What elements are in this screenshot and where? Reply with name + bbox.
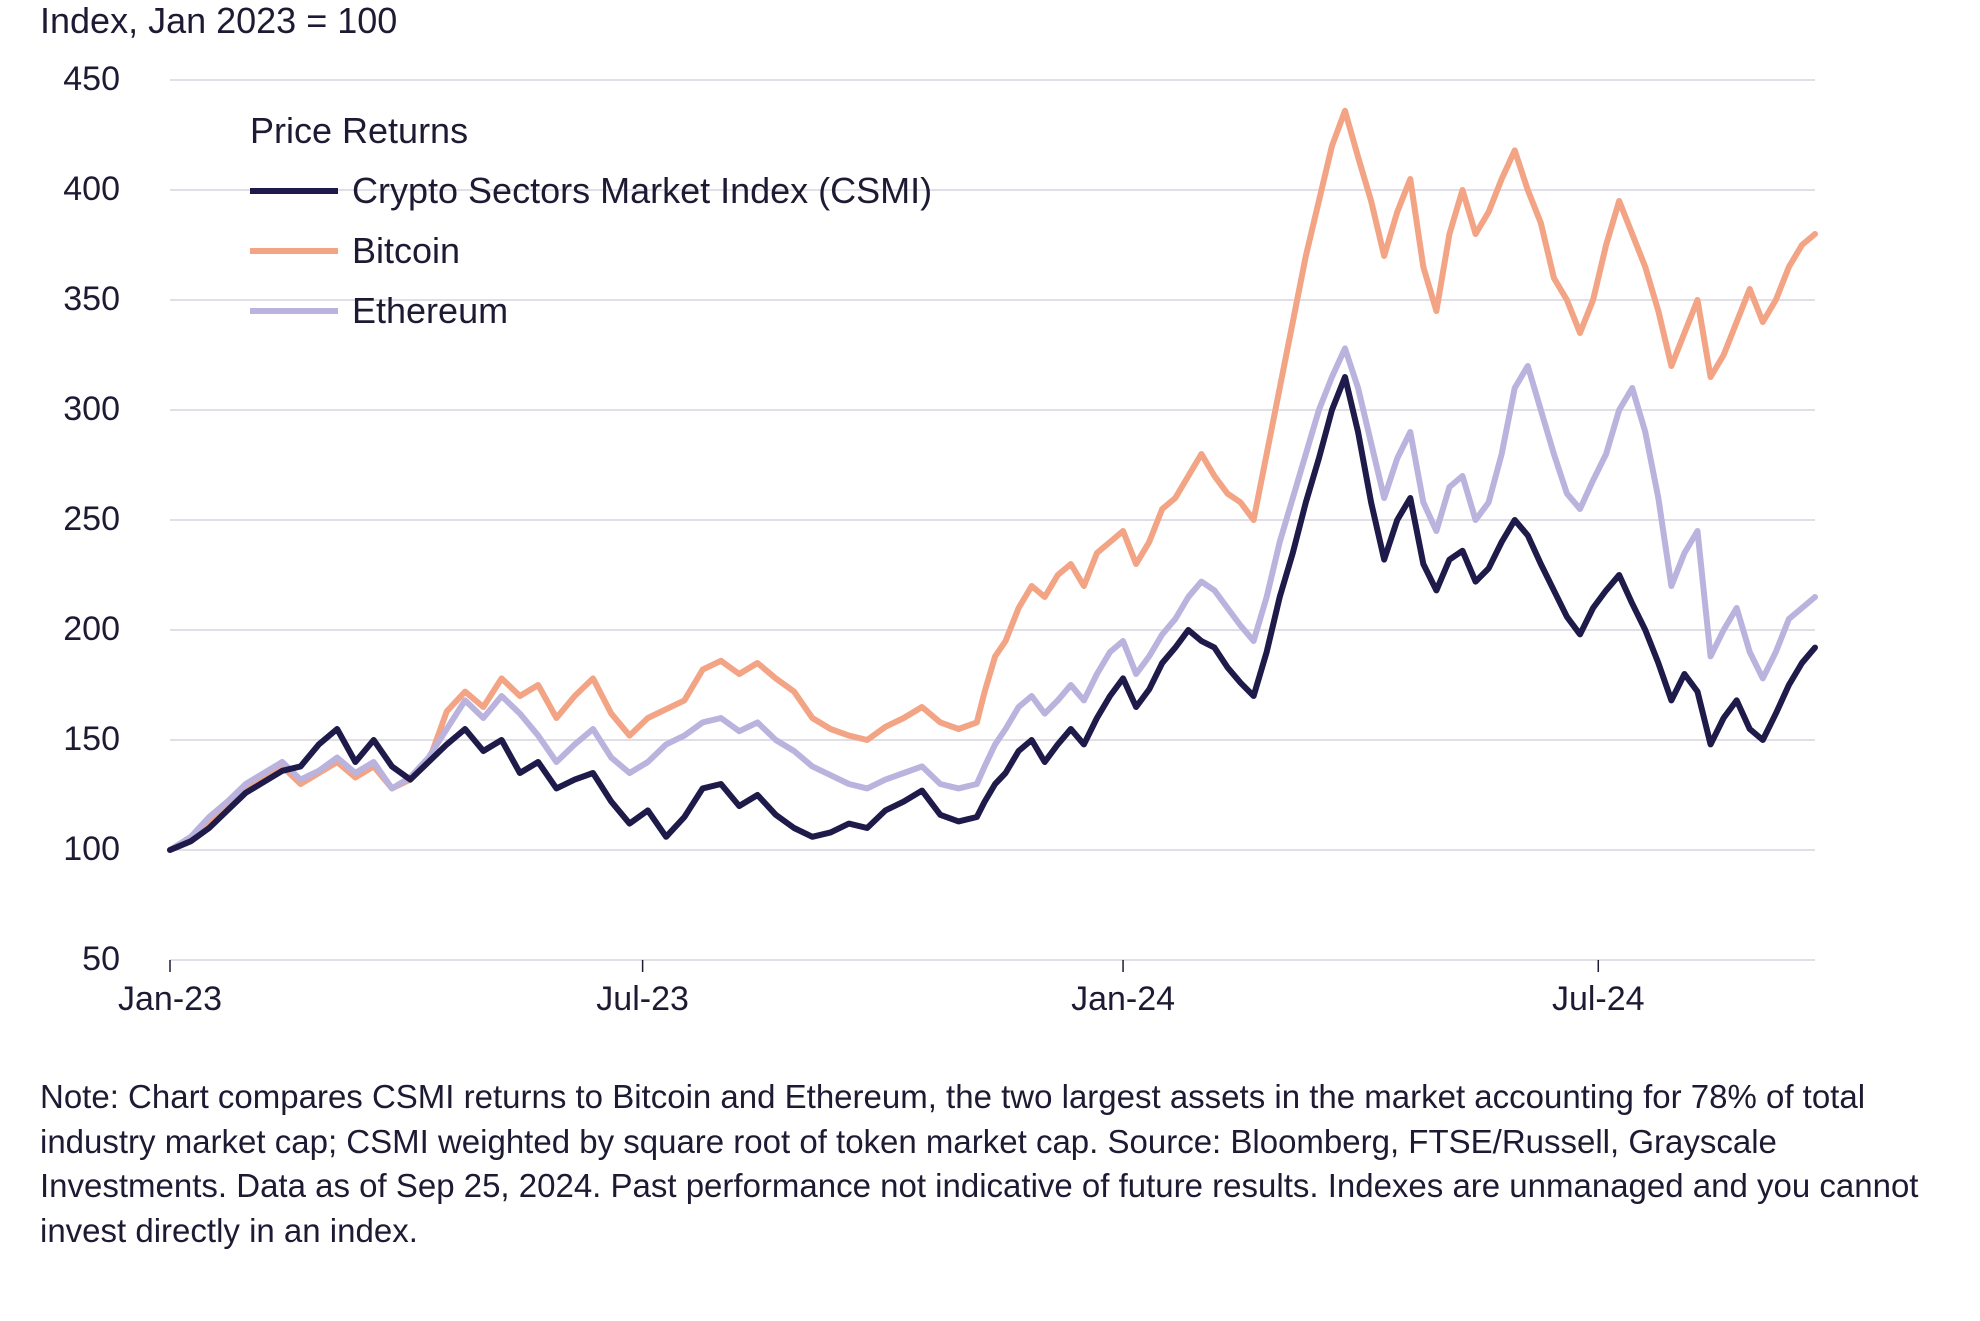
legend-label: Ethereum — [352, 290, 508, 332]
y-tick-label: 100 — [40, 830, 120, 869]
legend-swatch — [250, 188, 338, 194]
y-tick-label: 250 — [40, 500, 120, 539]
y-tick-label: 400 — [40, 170, 120, 209]
chart-container: Index, Jan 2023 = 100 Price Returns Note… — [0, 0, 1980, 1321]
legend-label: Bitcoin — [352, 230, 460, 272]
series-line — [170, 377, 1815, 850]
y-tick-label: 200 — [40, 610, 120, 649]
y-tick-label: 300 — [40, 390, 120, 429]
legend-item: Ethereum — [250, 290, 508, 332]
y-tick-label: 350 — [40, 280, 120, 319]
legend-swatch — [250, 248, 338, 254]
x-tick-label: Jan-24 — [1071, 980, 1175, 1019]
legend-item: Bitcoin — [250, 230, 460, 272]
x-tick-label: Jul-24 — [1552, 980, 1645, 1019]
x-tick-label: Jan-23 — [118, 980, 222, 1019]
y-tick-label: 50 — [40, 940, 120, 979]
legend-swatch — [250, 308, 338, 314]
chart-footnote: Note: Chart compares CSMI returns to Bit… — [40, 1075, 1950, 1253]
x-tick-label: Jul-23 — [596, 980, 689, 1019]
series-line — [170, 111, 1815, 850]
legend-title: Price Returns — [250, 110, 468, 152]
y-tick-label: 450 — [40, 60, 120, 99]
legend-label: Crypto Sectors Market Index (CSMI) — [352, 170, 932, 212]
legend-item: Crypto Sectors Market Index (CSMI) — [250, 170, 932, 212]
y-tick-label: 150 — [40, 720, 120, 759]
